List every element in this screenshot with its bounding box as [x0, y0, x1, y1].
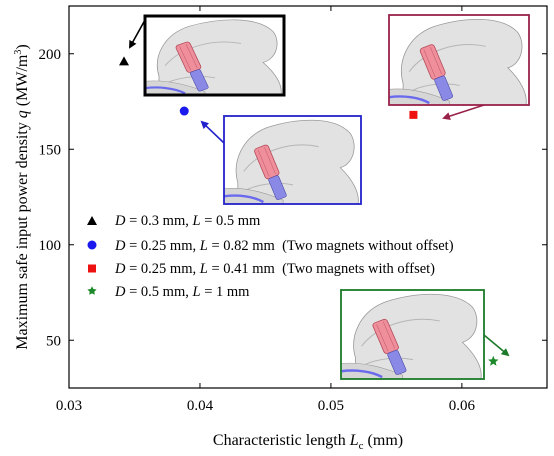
x-tick-label: 0.05 — [318, 398, 344, 414]
y-axis-label: Maximum safe input power density q (MW/m… — [13, 44, 31, 349]
legend-marker-square — [88, 264, 96, 273]
legend-entry-1: D = 0.25 mm, L = 0.82 mm (Two magnets wi… — [114, 238, 454, 254]
arrow-green — [483, 334, 510, 357]
arrow-red — [442, 104, 485, 120]
inset-green — [340, 289, 485, 380]
x-tick-label: 0.06 — [449, 398, 476, 414]
data-point-square — [409, 110, 418, 119]
inset-blue — [223, 115, 362, 205]
arrows — [129, 19, 510, 357]
x-axis-label: Characteristic length Lc (mm) — [213, 432, 403, 452]
inset-black — [143, 14, 286, 97]
data-points — [119, 56, 499, 366]
data-point-triangle — [119, 56, 130, 66]
data-point-star — [488, 355, 499, 366]
arrow-black — [129, 19, 146, 49]
y-tick-label: 150 — [39, 142, 62, 158]
legend-marker-star — [87, 286, 97, 295]
inset-red — [388, 14, 530, 106]
legend-marker-circle — [87, 240, 97, 250]
x-tick-label: 0.04 — [187, 398, 214, 414]
arrow-blue — [200, 120, 225, 144]
legend-entry-2: D = 0.25 mm, L = 0.41 mm (Two magnets wi… — [114, 261, 435, 277]
y-tick-label: 200 — [39, 47, 62, 63]
data-point-circle — [179, 106, 189, 116]
legend-entry-3: D = 0.5 mm, L = 1 mm — [114, 284, 250, 300]
legend-entry-0: D = 0.3 mm, L = 0.5 mm — [114, 213, 261, 229]
legend-marker-triangle — [87, 216, 97, 225]
legend: D = 0.3 mm, L = 0.5 mm D = 0.25 mm, L = … — [87, 213, 454, 300]
x-tick-label: 0.03 — [56, 398, 82, 414]
y-tick-label: 50 — [46, 333, 61, 349]
ticks: 0.03 0.04 0.05 0.06 50 100 150 200 — [39, 6, 547, 414]
y-tick-label: 100 — [39, 238, 62, 254]
plot-frame — [68, 5, 548, 389]
